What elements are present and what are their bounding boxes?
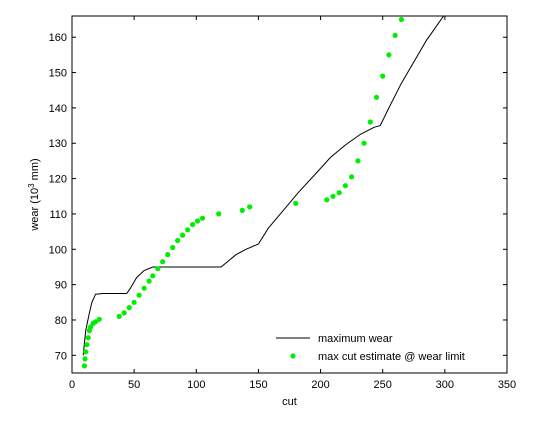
data-point [373, 94, 380, 100]
y-tick-label: 100 [49, 244, 67, 256]
data-point [170, 244, 176, 251]
y-tick-label: 130 [49, 138, 67, 150]
data-point [121, 310, 127, 316]
data-point [330, 193, 336, 199]
y-tick-label: 160 [49, 32, 67, 44]
data-point [83, 349, 89, 355]
data-point [96, 316, 102, 322]
y-axis-label-superscript: 3 [27, 183, 36, 188]
y-axis-label-main: wear (10 [29, 188, 41, 232]
data-point [392, 32, 398, 39]
x-tick-label: 250 [374, 379, 392, 391]
data-point [349, 174, 355, 180]
data-point [247, 204, 253, 210]
data-point [131, 299, 137, 305]
data-point [160, 259, 166, 265]
data-point [82, 356, 88, 362]
data-point [199, 215, 206, 221]
data-point [380, 73, 386, 79]
data-point [361, 140, 367, 146]
data-point [194, 218, 201, 224]
plot-content [81, 15, 445, 369]
data-point [336, 190, 342, 196]
y-axis-label: wear (103 mm) [27, 158, 41, 231]
data-point [324, 197, 330, 203]
data-point [116, 313, 122, 319]
axis-ticks: 0 50 100 150 200 250 300 350 70 80 90 100 110 120 130 1… [49, 16, 516, 391]
legend-marker-swatch [290, 353, 296, 359]
x-tick-label: 0 [69, 379, 75, 391]
data-point [155, 266, 161, 272]
y-tick-label: 120 [49, 174, 67, 186]
data-point [293, 200, 299, 206]
data-point [93, 319, 99, 325]
data-point [355, 158, 361, 164]
y-tick-label: 150 [49, 68, 67, 80]
data-point [81, 363, 87, 369]
y-tick-label: 140 [49, 103, 67, 115]
x-tick-label: 350 [498, 379, 516, 391]
data-point [84, 342, 90, 348]
series-line-maximum-wear [82, 15, 445, 356]
data-point [190, 221, 196, 228]
axes-box [71, 15, 508, 374]
data-point [141, 285, 147, 291]
y-tick-label: 80 [55, 315, 67, 327]
data-point [85, 335, 91, 341]
x-axis-label: cut [282, 396, 297, 408]
x-tick-label: 100 [187, 379, 205, 391]
data-point [386, 52, 392, 58]
x-tick-label: 50 [128, 379, 140, 391]
legend: maximum wear max cut estimate @ wear limi… [276, 333, 465, 363]
legend-entry-label: max cut estimate @ wear limit [318, 351, 465, 363]
data-point [126, 305, 132, 311]
x-tick-label: 150 [249, 379, 267, 391]
y-tick-label: 90 [55, 280, 67, 292]
data-point [180, 232, 186, 238]
data-point [342, 183, 348, 189]
x-tick-label: 200 [311, 379, 329, 391]
x-tick-label: 300 [436, 379, 454, 391]
data-point [367, 119, 373, 125]
data-point [185, 227, 191, 233]
data-point [165, 252, 171, 258]
data-point [239, 207, 245, 213]
data-point [146, 278, 152, 284]
data-point [398, 16, 404, 23]
data-point [216, 211, 222, 217]
data-point [136, 292, 142, 298]
legend-entry-label: maximum wear [318, 333, 393, 345]
y-tick-label: 110 [49, 209, 67, 221]
y-tick-label: 70 [55, 350, 67, 362]
data-point [150, 273, 156, 279]
y-axis-label-tail: mm) [29, 158, 41, 183]
data-point [175, 237, 181, 244]
